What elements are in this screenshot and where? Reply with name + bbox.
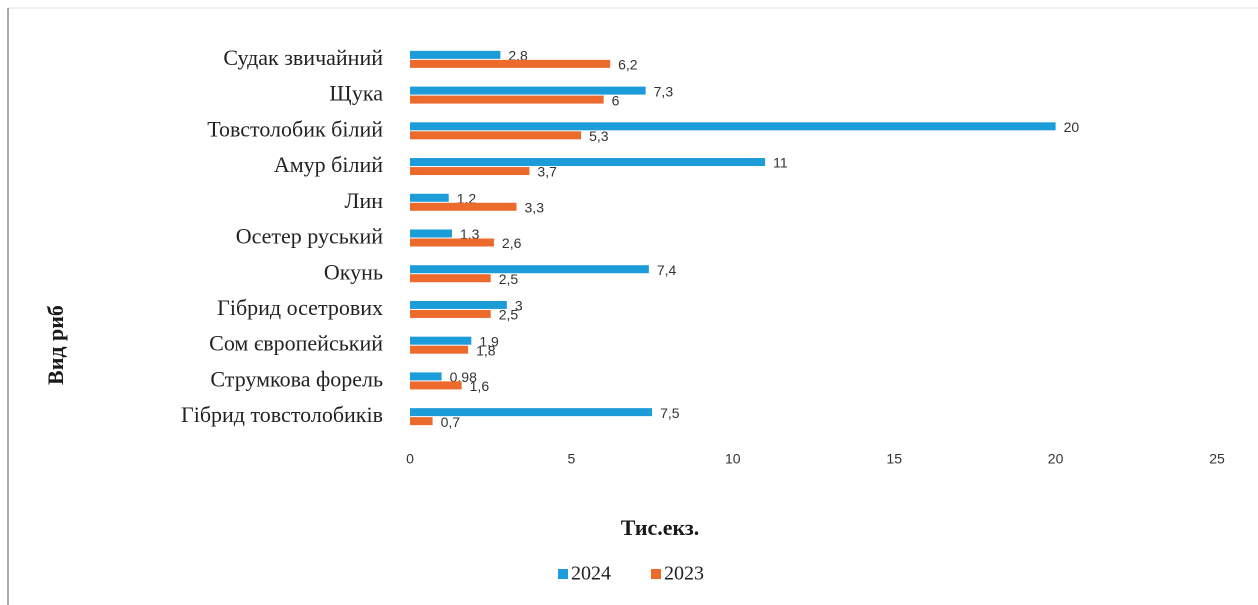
bar (410, 336, 472, 345)
bar (410, 59, 611, 68)
bar (410, 417, 433, 426)
value-label: 0,7 (441, 414, 461, 430)
bar (410, 50, 501, 59)
value-label: 2,5 (499, 307, 519, 323)
bar (410, 238, 494, 247)
y-tick-label: Товстолобик білий (207, 116, 383, 141)
value-label: 5,3 (589, 128, 609, 144)
value-label: 3 (515, 298, 523, 314)
bar (410, 300, 507, 309)
value-label: 20 (1064, 119, 1080, 135)
value-label: 3,7 (537, 164, 557, 180)
value-label: 6,2 (618, 57, 638, 73)
value-label: 1,9 (479, 333, 499, 349)
value-label: 11 (773, 155, 788, 171)
y-tick-label: Щука (329, 81, 383, 106)
legend-swatch (558, 569, 568, 579)
bar (410, 372, 442, 381)
x-tick-label: 5 (568, 451, 576, 467)
x-tick-label: 25 (1209, 451, 1225, 467)
bar (410, 408, 653, 417)
bar (410, 167, 530, 176)
bar (410, 95, 604, 104)
y-tick-label: Лин (345, 188, 384, 213)
y-axis-title: Вид риб (43, 305, 68, 385)
legend-label: 2024 (571, 563, 611, 585)
legend-label: 2023 (664, 563, 704, 585)
value-label: 0,98 (450, 369, 477, 385)
bar (410, 131, 582, 140)
y-tick-label: Гібрид осетрових (217, 295, 383, 320)
value-label: 1,3 (460, 226, 480, 242)
bar (410, 202, 517, 211)
bar (410, 345, 469, 354)
y-tick-label: Струмкова форель (210, 366, 383, 391)
bar (410, 274, 491, 283)
value-label: 1,2 (457, 190, 477, 206)
legend-swatch (651, 569, 661, 579)
y-tick-label: Гібрид товстолобиків (181, 402, 383, 427)
value-label: 7,5 (660, 405, 680, 421)
bar (410, 193, 449, 202)
bar (410, 122, 1056, 131)
x-tick-label: 0 (406, 451, 414, 467)
y-tick-label: Окунь (324, 259, 383, 284)
bar (410, 265, 649, 274)
bar (410, 309, 491, 318)
value-label: 2,6 (502, 235, 522, 251)
value-label: 7,3 (654, 83, 674, 99)
value-label: 3,3 (525, 199, 545, 215)
y-tick-label: Амур білий (274, 152, 383, 177)
x-tick-label: 15 (886, 451, 902, 467)
value-label: 1,6 (470, 378, 490, 394)
y-tick-label: Сом європейський (209, 331, 383, 356)
value-label: 7,4 (657, 262, 677, 278)
value-label: 1,8 (476, 342, 496, 358)
value-label: 6 (612, 92, 620, 108)
x-tick-label: 20 (1048, 451, 1064, 467)
bar (410, 158, 766, 167)
value-label: 2,8 (508, 48, 528, 64)
bar (410, 229, 452, 238)
x-tick-label: 10 (725, 451, 741, 467)
y-tick-label: Осетер руський (236, 224, 384, 249)
value-label: 2,5 (499, 271, 519, 287)
x-axis-title: Тис.екз. (621, 515, 700, 540)
bar (410, 86, 646, 95)
bar (410, 381, 462, 390)
y-tick-label: Судак звичайний (223, 45, 383, 70)
